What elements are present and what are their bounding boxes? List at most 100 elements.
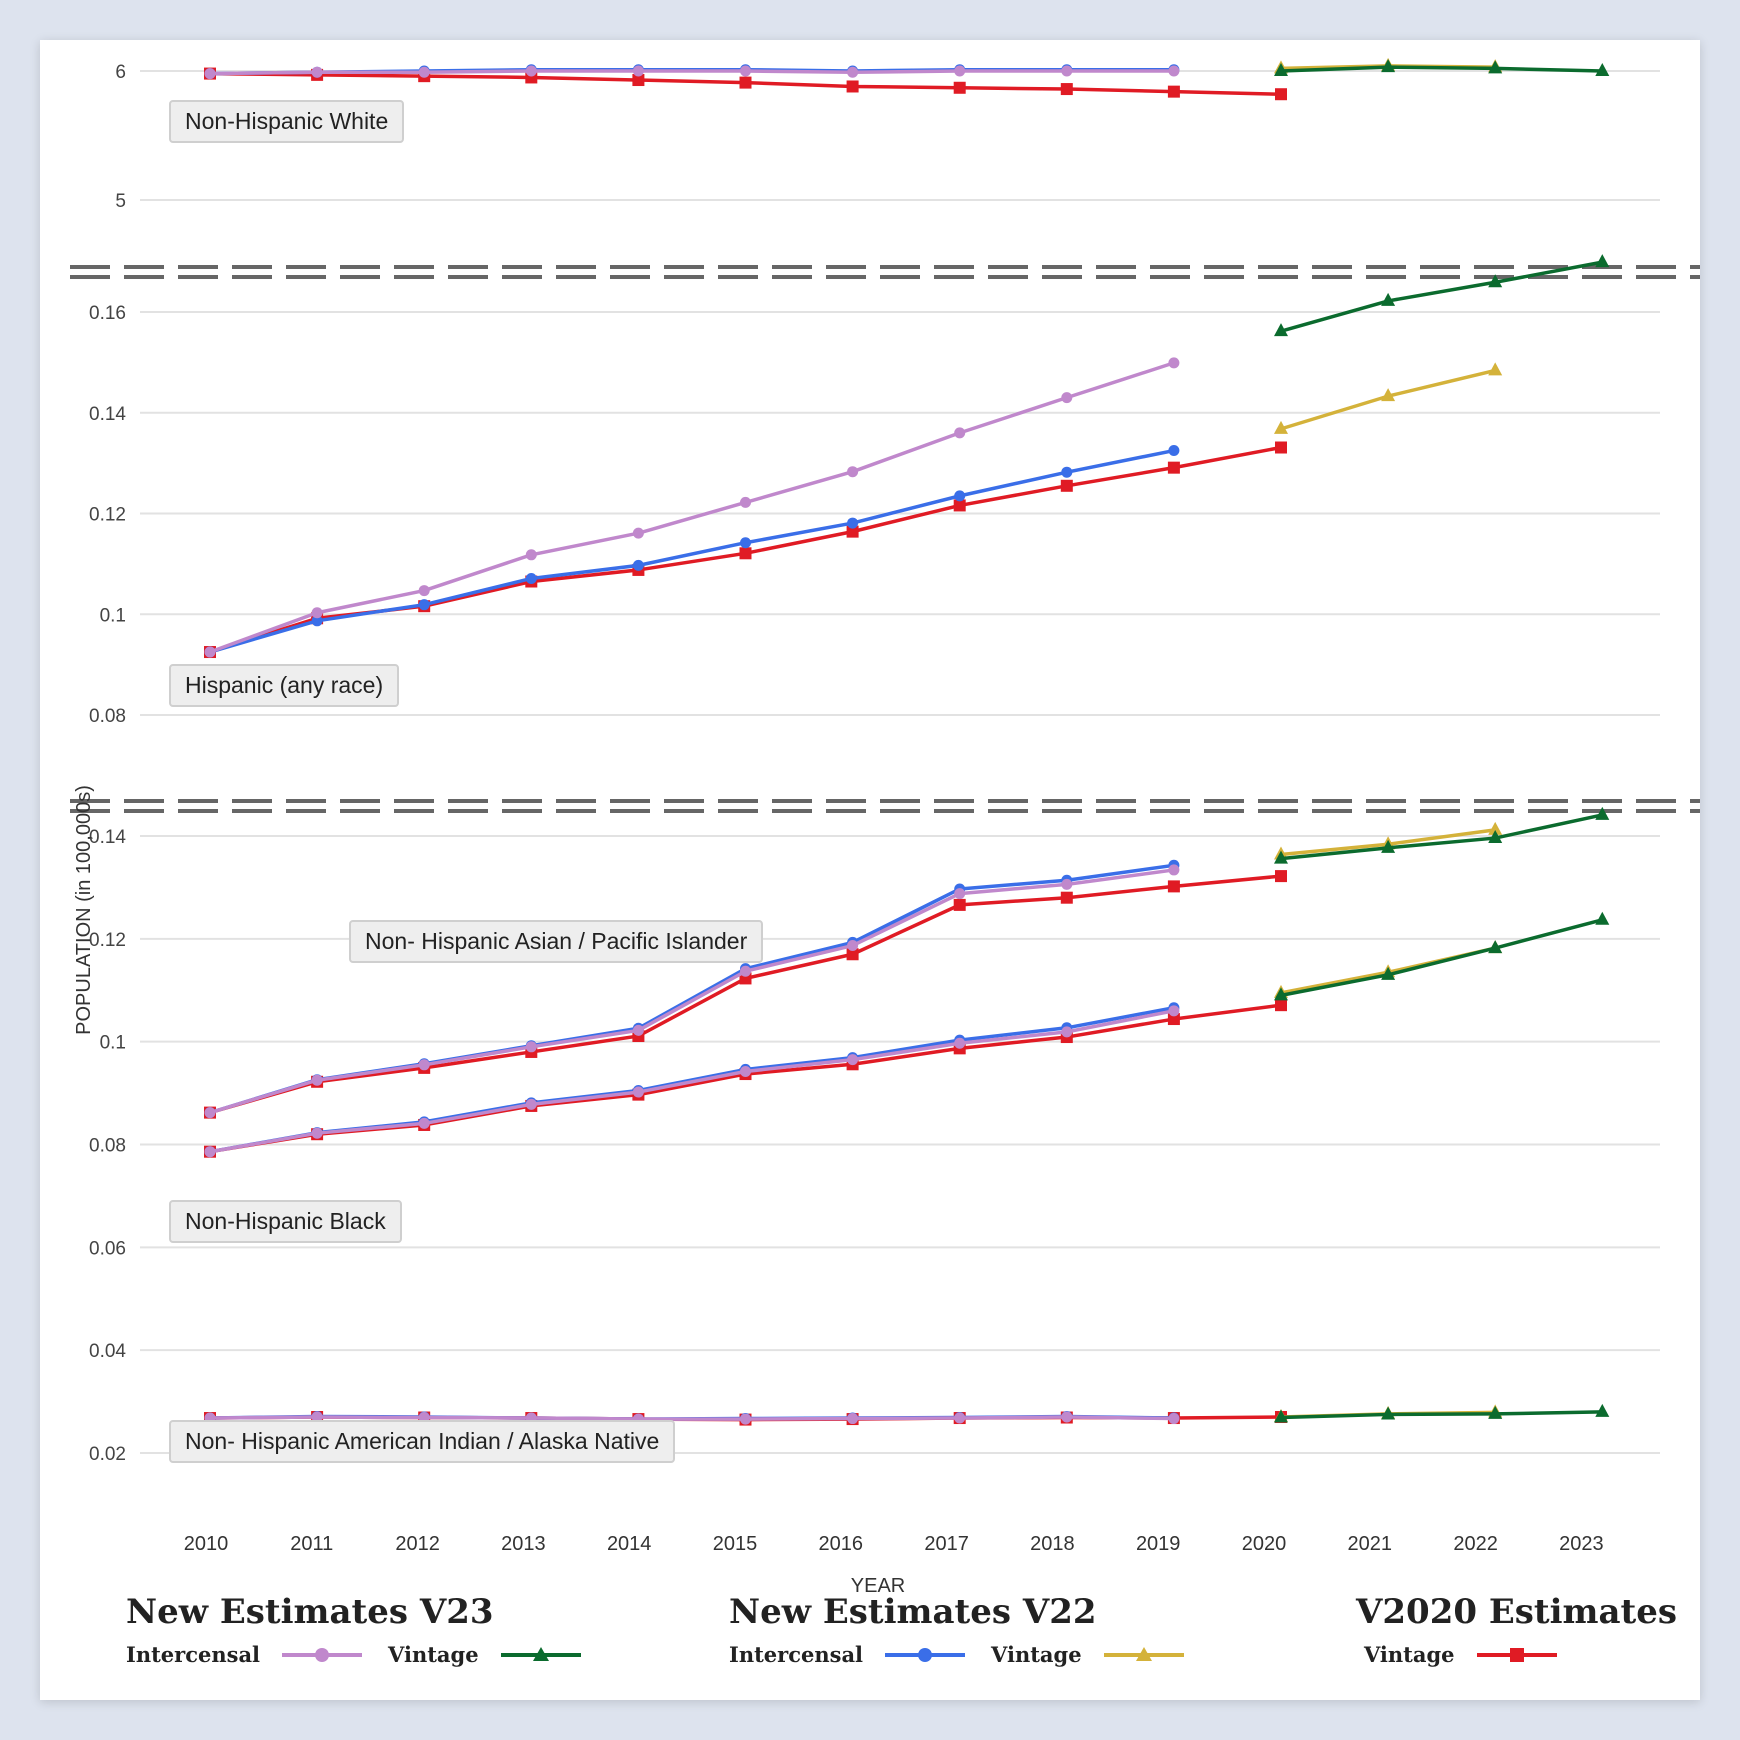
legend-label: Vintage — [388, 1642, 479, 1667]
data-point-v23_intercensal — [1061, 1026, 1073, 1038]
y-tick-label: 0.1 — [100, 605, 126, 626]
data-point-v23_vintage — [1274, 63, 1288, 76]
y-tick-label: 0.08 — [89, 1136, 126, 1157]
panel-label-hispanic: Hispanic (any race) — [169, 664, 400, 707]
data-point-v23_intercensal — [740, 1065, 751, 1077]
y-tick-label: 5 — [115, 191, 126, 212]
data-point-v23_vintage — [1488, 274, 1503, 288]
data-point-v23_intercensal — [1061, 878, 1073, 890]
legend-swatch-triangle-icon — [500, 1646, 581, 1661]
data-point-v23_intercensal — [847, 940, 859, 952]
legend-swatch-square-icon — [1476, 1647, 1557, 1662]
series-line-v23_vintage — [1280, 1410, 1603, 1420]
series-line-v23_vintage — [1280, 918, 1603, 998]
x-tick-label: 2021 — [1348, 1533, 1393, 1555]
data-point-v23_intercensal — [847, 1413, 859, 1425]
data-point-v23_vintage — [1381, 292, 1396, 306]
data-point-v23_intercensal — [740, 65, 751, 77]
x-tick-label: 2015 — [713, 1533, 758, 1555]
data-point-v23_intercensal — [311, 1074, 323, 1086]
data-point-v23_vintage — [1274, 323, 1288, 337]
legend-item-v23-vintage[interactable]: Vintage — [388, 1642, 581, 1667]
legend-swatch-circle-icon — [282, 1647, 363, 1662]
data-point-v2020_vintage — [1275, 999, 1287, 1012]
y-tick-label: 0.04 — [89, 1341, 126, 1362]
data-point-v23_intercensal — [1168, 864, 1180, 876]
data-point-v23_vintage — [1595, 254, 1610, 268]
data-point-v23_intercensal — [954, 1412, 966, 1424]
data-point-v23_intercensal — [632, 527, 644, 539]
data-point-v2020_vintage — [632, 74, 645, 87]
data-point-v2020_vintage — [1167, 1013, 1180, 1026]
legend-item-v22-vintage[interactable]: Vintage — [991, 1642, 1184, 1667]
data-point-v2020_vintage — [1060, 83, 1073, 96]
y-tick-label: 0.16 — [89, 303, 126, 324]
data-point-v23_vintage — [1381, 1406, 1396, 1420]
data-point-v23_vintage — [1381, 839, 1396, 853]
data-point-v2020_vintage — [739, 547, 752, 560]
data-point-v23_intercensal — [311, 66, 323, 78]
legend-title: New Estimates V23 — [126, 1592, 494, 1632]
legend-label: Intercensal — [729, 1642, 864, 1667]
data-point-v23_vintage — [1595, 806, 1610, 820]
x-tick-label: 2014 — [607, 1533, 652, 1555]
series-line-v23_vintage — [1280, 65, 1603, 73]
data-point-v2020_vintage — [1060, 479, 1073, 492]
y-tick-label: 0.1 — [100, 1033, 126, 1054]
legend-item-v23-intercensal[interactable]: Intercensal — [126, 1642, 363, 1667]
panel-label-aian: Non- Hispanic American Indian / Alaska N… — [169, 1420, 676, 1463]
data-point-v2020_vintage — [846, 80, 859, 93]
chart-card: 5 6 0.08 0.1 0.12 0.14 0.16 0.02 0.04 0.06 0.08 0.1… — [40, 40, 1700, 1700]
series-line-v23_intercensal — [209, 1415, 1174, 1421]
x-tick-label: 2010 — [184, 1533, 229, 1555]
data-point-v2020_vintage — [846, 525, 859, 538]
legend-label: Intercensal — [126, 1642, 261, 1667]
data-point-v23_intercensal — [311, 1127, 323, 1139]
data-point-v2020_vintage — [1060, 891, 1073, 904]
x-tick-label: 2019 — [1136, 1533, 1181, 1555]
x-tick-label: 2018 — [1030, 1533, 1075, 1555]
data-point-v23_intercensal — [954, 427, 966, 439]
legend-label: Vintage — [1364, 1642, 1455, 1667]
data-point-v23_intercensal — [847, 1054, 859, 1066]
data-point-v23_vintage — [1488, 1405, 1503, 1419]
x-tick-label: 2023 — [1559, 1533, 1604, 1555]
data-point-v23_vintage — [1595, 63, 1610, 76]
data-point-v22_vintage — [1381, 388, 1396, 402]
y-tick-label: 6 — [115, 62, 126, 83]
data-point-v22_intercensal — [847, 517, 859, 529]
data-point-v2020_vintage — [846, 948, 859, 961]
data-point-v23_intercensal — [632, 65, 644, 77]
data-point-v23_intercensal — [1168, 357, 1180, 369]
data-point-v23_intercensal — [204, 646, 216, 658]
data-point-v23_intercensal — [740, 965, 751, 977]
data-point-v23_intercensal — [525, 1098, 537, 1110]
x-tick-label: 2011 — [290, 1533, 333, 1555]
data-point-v23_intercensal — [954, 1037, 966, 1049]
data-point-v23_intercensal — [311, 1411, 323, 1423]
data-point-v23_vintage — [1381, 966, 1396, 980]
legend-item-v2020-vintage[interactable]: Vintage — [1364, 1642, 1557, 1667]
panel-label-black: Non-Hispanic Black — [169, 1200, 402, 1243]
data-point-v23_intercensal — [525, 549, 537, 561]
data-point-v2020_vintage — [1275, 870, 1287, 883]
y-tick-label: 0.12 — [89, 930, 126, 951]
data-point-v22_intercensal — [525, 572, 537, 584]
series-line-v23_intercensal — [209, 1009, 1175, 1154]
data-point-v23_intercensal — [418, 66, 430, 78]
data-point-v23_vintage — [1274, 850, 1288, 864]
data-point-v23_intercensal — [418, 1059, 430, 1071]
data-point-v2020_vintage — [739, 76, 752, 89]
data-point-v23_intercensal — [204, 1107, 216, 1119]
data-point-v23_intercensal — [740, 1413, 751, 1425]
data-point-v23_intercensal — [1061, 1411, 1073, 1423]
data-point-v22_vintage — [1488, 821, 1503, 835]
x-tick-label: 2017 — [924, 1533, 969, 1555]
data-point-v23_vintage — [1274, 1409, 1288, 1423]
legend-title: V2020 Estimates — [1356, 1592, 1678, 1632]
data-point-v2020_vintage — [953, 81, 966, 94]
data-point-v23_intercensal — [847, 66, 859, 78]
x-tick-label: 2013 — [501, 1533, 546, 1555]
legend-item-v22-intercensal[interactable]: Intercensal — [729, 1642, 966, 1667]
y-tick-label: 0.14 — [89, 827, 126, 848]
